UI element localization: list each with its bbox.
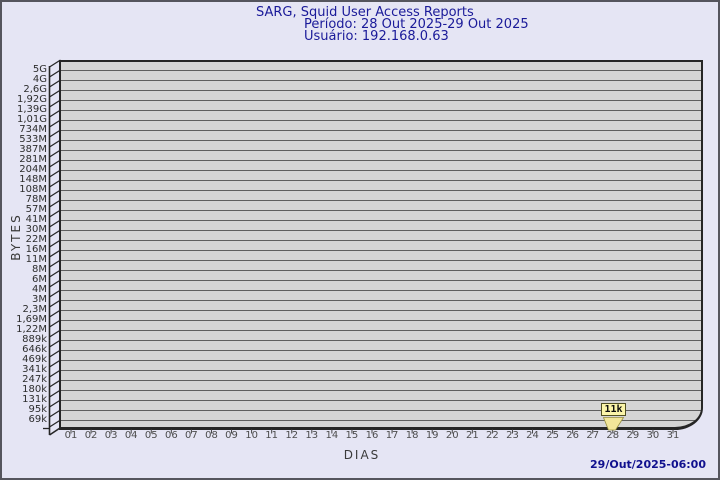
y-tick-label: 95k — [28, 404, 47, 415]
y-tick-label: 281M — [19, 154, 47, 165]
x-tick-label: 01 — [64, 430, 78, 441]
plot-area — [59, 60, 703, 430]
y-tick-label: 734M — [19, 124, 47, 135]
x-tick-label: 05 — [144, 430, 158, 441]
y-tick-label: 57M — [25, 204, 47, 215]
y-tick-label: 1,92G — [16, 94, 47, 105]
x-tick-label: 13 — [305, 430, 319, 441]
x-axis-title: DIAS — [343, 448, 381, 462]
y-tick-label: 247k — [22, 374, 47, 385]
y-tick-label: 6M — [32, 274, 47, 285]
x-tick-label: 26 — [566, 430, 580, 441]
x-tick-label: 20 — [445, 430, 459, 441]
chart-subtitle-user: Usuário: 192.168.0.63 — [304, 29, 449, 44]
x-tick-label: 03 — [104, 430, 118, 441]
y-tick-label: 108M — [19, 184, 47, 195]
y-tick-label: 646k — [22, 344, 47, 355]
x-tick-label: 06 — [164, 430, 178, 441]
x-tick-label: 29 — [626, 430, 640, 441]
x-tick-label: 18 — [405, 430, 419, 441]
x-tick-label: 22 — [486, 430, 499, 441]
value-annotation: 11k — [601, 403, 626, 416]
y-axis-title: BYTES — [9, 213, 23, 261]
y-tick-label: 3M — [32, 294, 47, 305]
y-tick-label: 469k — [22, 354, 47, 365]
y-tick-label: 4G — [32, 74, 47, 85]
y-tick-label: 148M — [19, 174, 47, 185]
x-tick-label: 16 — [365, 430, 379, 441]
chart-title: SARG, Squid User Access Reports — [256, 5, 474, 20]
y-tick-label: 16M — [25, 244, 47, 255]
y-tick-label: 1,22M — [16, 324, 47, 335]
y-tick-label: 78M — [25, 194, 47, 205]
x-tick-label: 10 — [245, 430, 258, 441]
x-tick-label: 09 — [225, 430, 238, 441]
y-tick-label: 1,69M — [16, 314, 47, 325]
y-tick-label: 533M — [19, 134, 47, 145]
y-tick-label: 341k — [22, 364, 47, 375]
y-tick-label: 8M — [32, 264, 47, 275]
x-tick-label: 04 — [124, 430, 138, 441]
y-tick-label: 204M — [19, 164, 47, 175]
y-tick-label: 2,6G — [23, 84, 47, 95]
y-tick-label: 41M — [25, 214, 47, 225]
x-tick-label: 24 — [526, 430, 539, 441]
y-tick-label: 11M — [25, 254, 47, 265]
y-tick-label: 180k — [22, 384, 47, 395]
y-tick-label: 1,39G — [16, 104, 47, 115]
x-tick-label: 12 — [285, 430, 299, 441]
y-tick-label: 4M — [32, 284, 47, 295]
x-tick-label: 17 — [385, 430, 399, 441]
y-tick-label: 22M — [25, 234, 47, 245]
x-tick-label: 02 — [84, 430, 98, 441]
chart-subtitle-period: Período: 28 Out 2025-29 Out 2025 — [304, 17, 529, 32]
x-tick-label: 28 — [606, 430, 620, 441]
x-tick-label: 07 — [185, 430, 198, 441]
y-tick-label: 30M — [25, 224, 47, 235]
x-tick-label: 23 — [506, 430, 519, 441]
y-tick-label: 131k — [22, 394, 47, 405]
y-tick-label: 2,3M — [22, 304, 47, 315]
x-tick-label: 27 — [586, 430, 600, 441]
y-tick-label: 69k — [28, 414, 47, 425]
x-tick-label: 25 — [546, 430, 559, 441]
y-tick-label: 1,01G — [16, 114, 47, 125]
x-tick-label: 08 — [205, 430, 218, 441]
x-tick-label: 31 — [666, 430, 680, 441]
x-tick-label: 14 — [325, 430, 339, 441]
y-tick-label: 387M — [19, 144, 47, 155]
x-tick-label: 30 — [646, 430, 660, 441]
x-tick-label: 19 — [425, 430, 439, 441]
y-tick-label: 889k — [22, 334, 47, 345]
report-timestamp: 29/Out/2025-06:00 — [590, 458, 706, 471]
x-tick-label: 11 — [265, 430, 279, 441]
y-tick-label: 5G — [32, 64, 47, 75]
x-tick-label: 15 — [345, 430, 359, 441]
x-tick-label: 21 — [465, 430, 479, 441]
